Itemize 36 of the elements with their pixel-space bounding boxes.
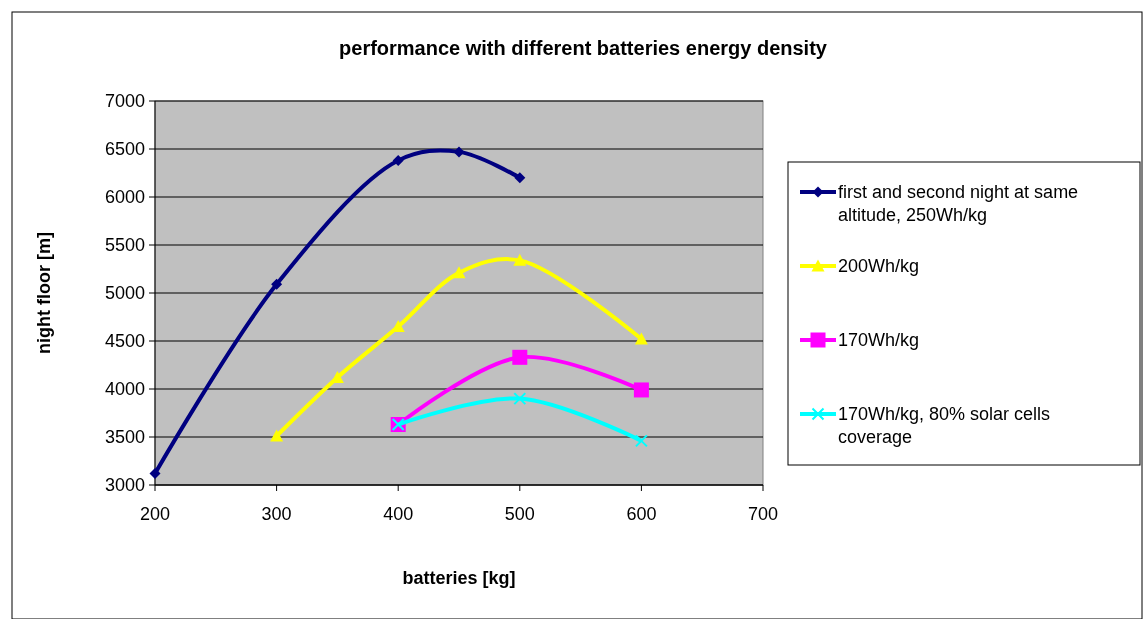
legend-label: 170Wh/kg xyxy=(838,330,920,351)
y-tick-label: 4500 xyxy=(104,331,145,352)
point xyxy=(270,429,284,442)
point xyxy=(634,332,648,345)
point xyxy=(513,392,527,406)
point xyxy=(634,434,648,448)
y-tick-label: 3500 xyxy=(104,427,145,448)
x-tick-label: 600 xyxy=(626,504,657,524)
y-tick-label: 4000 xyxy=(104,379,145,400)
legend-label: first and second night at same altitude, 250Wh/kg xyxy=(838,182,1079,225)
chart-title: performance with different batteries energy density xyxy=(339,37,828,59)
point xyxy=(514,172,526,184)
x-tick-label: 200 xyxy=(139,504,171,524)
legend-label: 200Wh/kg xyxy=(838,256,920,277)
x-tick-label: 500 xyxy=(504,504,535,524)
y-tick-label: 5000 xyxy=(104,283,145,304)
x-tick-label: 300 xyxy=(261,504,292,524)
point xyxy=(633,382,649,398)
y-axis-title: night floor [m] xyxy=(34,232,54,354)
y-tick-label: 6000 xyxy=(104,187,145,208)
point xyxy=(452,266,466,279)
point xyxy=(271,278,283,290)
x-tick-label: 700 xyxy=(747,504,779,524)
y-tick-label: 5500 xyxy=(104,235,145,256)
x-tick-label: 400 xyxy=(383,504,414,524)
point xyxy=(392,155,404,167)
point xyxy=(513,253,527,266)
point xyxy=(453,146,465,158)
y-tick-label: 3000 xyxy=(104,475,145,496)
x-axis-title: batteries [kg] xyxy=(402,568,516,588)
y-tick-label: 6500 xyxy=(104,139,145,160)
point xyxy=(149,467,161,479)
y-tick-label: 7000 xyxy=(104,91,145,112)
legend-label: 170Wh/kg, 80% solar cells coverage xyxy=(838,404,1051,447)
point xyxy=(512,349,528,365)
point xyxy=(330,370,344,383)
